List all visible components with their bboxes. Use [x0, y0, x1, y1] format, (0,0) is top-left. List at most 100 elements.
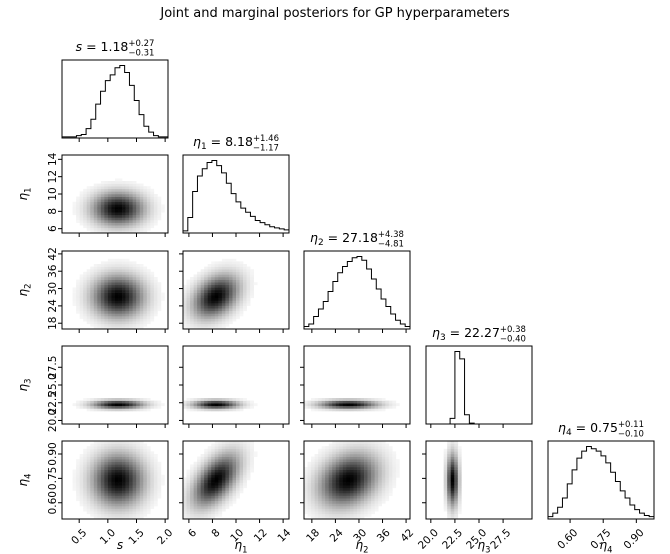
density-cell — [86, 287, 91, 291]
density-cell — [228, 456, 233, 460]
density-cell — [357, 454, 361, 457]
density-cell — [357, 493, 361, 496]
density-cell — [118, 181, 123, 184]
density-cell — [450, 480, 455, 483]
density-cell — [93, 474, 98, 478]
density-cell — [246, 295, 251, 299]
density-cell — [79, 474, 84, 478]
density-cell — [318, 400, 322, 404]
density-cell — [186, 282, 191, 286]
density-cell — [90, 274, 95, 278]
density-cell — [450, 467, 455, 470]
density-cell — [139, 186, 144, 190]
density-cell — [125, 318, 130, 322]
density-cell — [450, 513, 455, 517]
density-cell — [371, 448, 375, 452]
density-cell — [385, 480, 390, 483]
density-cell — [360, 485, 365, 489]
density-cell — [381, 461, 386, 465]
density-cell — [146, 292, 151, 296]
density-cell — [125, 191, 130, 195]
density-cell — [381, 467, 386, 470]
density-cell — [93, 222, 98, 226]
density-cell — [197, 503, 201, 507]
density-cell — [211, 506, 216, 509]
density-cell — [157, 403, 162, 407]
density-cell — [232, 269, 237, 273]
density-cell — [136, 282, 141, 286]
density-cell — [83, 493, 88, 496]
density-cell — [93, 318, 98, 322]
x-tick-label-eta1: 8 — [209, 527, 222, 540]
density-cell — [314, 408, 319, 412]
density-cell — [104, 274, 109, 278]
density-cell — [357, 403, 361, 407]
density-cell — [204, 400, 209, 404]
density-cell — [107, 196, 112, 200]
density-cell — [122, 448, 126, 452]
density-cell — [90, 495, 95, 499]
density-cell — [450, 454, 455, 457]
density-cell — [111, 194, 116, 197]
density-cell — [318, 480, 322, 483]
density-cell — [204, 405, 209, 409]
density-cell — [332, 472, 337, 476]
density-cell — [83, 318, 88, 322]
density-cell — [115, 467, 119, 470]
density-cell — [107, 201, 112, 205]
density-cell — [143, 188, 148, 192]
density-cell — [221, 300, 226, 304]
density-cell — [381, 448, 386, 452]
density-cell — [100, 222, 105, 226]
density-cell — [360, 498, 365, 502]
density-cell — [318, 448, 322, 452]
density-cell — [122, 183, 126, 187]
density-cell — [207, 511, 212, 515]
density-cell — [214, 295, 219, 299]
density-cell — [146, 277, 151, 280]
density-cell — [239, 297, 244, 301]
density-cell — [392, 469, 397, 473]
density-cell — [193, 513, 198, 517]
density-cell — [214, 403, 219, 407]
density-cell — [136, 459, 141, 463]
density-cell — [150, 274, 155, 278]
density-cell — [129, 493, 133, 496]
density-cell — [186, 303, 191, 306]
density-cell — [150, 303, 155, 306]
density-cell — [186, 495, 191, 499]
density-cell — [335, 451, 340, 455]
density-cell — [325, 495, 330, 499]
density-cell — [443, 472, 448, 476]
density-cell — [93, 503, 98, 507]
density-cell — [93, 469, 98, 473]
density-cell — [197, 403, 201, 407]
y-axis-label-eta4: η4 — [16, 474, 32, 487]
density-cell — [346, 511, 351, 515]
density-cell — [325, 469, 330, 473]
density-cell — [97, 451, 102, 455]
density-cell — [218, 326, 223, 330]
density-cell — [90, 196, 95, 200]
density-cell — [125, 474, 130, 478]
density-cell — [100, 508, 105, 512]
density-cell — [115, 282, 119, 286]
density-cell — [97, 456, 102, 460]
density-cell — [367, 485, 372, 489]
density-cell — [364, 474, 368, 478]
density-cell — [100, 277, 105, 280]
density-cell — [214, 303, 219, 306]
density-cell — [132, 230, 137, 234]
density-cell — [125, 464, 130, 468]
density-cell — [139, 222, 144, 226]
density-cell — [197, 326, 201, 330]
density-cell — [125, 181, 130, 184]
density-cell — [454, 456, 459, 460]
density-cell — [146, 477, 151, 481]
density-cell — [214, 451, 219, 455]
density-cell — [335, 480, 340, 483]
density-cell — [221, 266, 226, 270]
density-cell — [146, 451, 151, 455]
density-cell — [125, 199, 130, 203]
density-cell — [218, 467, 223, 470]
